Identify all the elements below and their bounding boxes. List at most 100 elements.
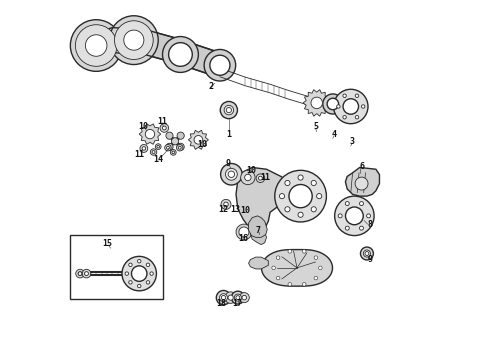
Circle shape: [220, 163, 242, 185]
Polygon shape: [188, 130, 208, 149]
Circle shape: [364, 250, 370, 257]
Circle shape: [272, 266, 275, 270]
Circle shape: [337, 105, 340, 108]
Circle shape: [338, 214, 342, 218]
Circle shape: [236, 224, 252, 240]
Circle shape: [360, 202, 364, 206]
Circle shape: [166, 132, 173, 139]
Circle shape: [172, 151, 174, 154]
Circle shape: [138, 260, 141, 263]
Circle shape: [362, 105, 365, 108]
Circle shape: [77, 27, 115, 64]
Circle shape: [76, 269, 84, 278]
Circle shape: [140, 144, 148, 152]
Circle shape: [239, 293, 249, 303]
Text: 1: 1: [227, 130, 232, 139]
Circle shape: [236, 296, 240, 300]
Circle shape: [75, 25, 117, 66]
Circle shape: [85, 35, 107, 56]
Circle shape: [361, 247, 373, 260]
Circle shape: [256, 174, 265, 183]
Circle shape: [275, 170, 326, 222]
Text: 17: 17: [232, 299, 242, 308]
Polygon shape: [248, 257, 269, 269]
Circle shape: [125, 272, 128, 275]
Circle shape: [169, 42, 192, 66]
Circle shape: [259, 176, 262, 180]
Circle shape: [228, 295, 233, 300]
Circle shape: [129, 281, 132, 284]
Circle shape: [355, 94, 359, 98]
Polygon shape: [303, 90, 330, 116]
Circle shape: [289, 185, 312, 208]
Circle shape: [323, 94, 343, 114]
Circle shape: [239, 227, 249, 237]
Text: 7: 7: [255, 226, 260, 235]
Circle shape: [177, 143, 184, 150]
Circle shape: [160, 124, 169, 132]
Text: 2: 2: [208, 82, 214, 91]
Circle shape: [163, 37, 198, 72]
Circle shape: [124, 30, 144, 50]
Circle shape: [146, 263, 149, 266]
Circle shape: [129, 263, 132, 266]
Circle shape: [150, 149, 157, 155]
Text: 11: 11: [134, 150, 144, 159]
Circle shape: [146, 130, 155, 139]
Circle shape: [334, 89, 368, 124]
Circle shape: [285, 180, 290, 185]
Circle shape: [224, 105, 234, 115]
Circle shape: [224, 202, 228, 207]
Text: 6: 6: [359, 162, 364, 171]
Text: 10: 10: [241, 206, 251, 215]
Text: 10: 10: [138, 122, 148, 131]
Circle shape: [220, 102, 238, 119]
Circle shape: [155, 144, 161, 149]
Circle shape: [142, 147, 146, 150]
Circle shape: [165, 144, 171, 151]
Circle shape: [225, 168, 237, 180]
Text: 16: 16: [239, 234, 248, 243]
Circle shape: [220, 294, 227, 302]
Circle shape: [122, 256, 156, 291]
Circle shape: [71, 20, 122, 71]
Circle shape: [241, 170, 255, 185]
Polygon shape: [248, 216, 267, 237]
Text: 5: 5: [313, 122, 318, 131]
Circle shape: [171, 149, 176, 155]
Circle shape: [157, 145, 160, 148]
Circle shape: [166, 143, 173, 150]
Circle shape: [78, 272, 82, 275]
Circle shape: [345, 202, 349, 206]
Text: 3: 3: [349, 137, 354, 146]
Circle shape: [343, 116, 346, 119]
Circle shape: [178, 146, 181, 149]
Circle shape: [221, 296, 225, 300]
Circle shape: [311, 207, 317, 212]
Text: 14: 14: [153, 155, 163, 164]
Circle shape: [355, 116, 359, 119]
Text: 10: 10: [246, 166, 256, 175]
Circle shape: [152, 150, 155, 153]
Circle shape: [117, 23, 151, 57]
Circle shape: [242, 295, 246, 300]
Polygon shape: [139, 124, 161, 144]
Text: 4: 4: [331, 130, 336, 139]
Circle shape: [221, 199, 231, 210]
Circle shape: [150, 272, 153, 275]
Text: 13: 13: [230, 205, 240, 214]
Polygon shape: [262, 249, 333, 286]
Circle shape: [302, 249, 306, 253]
Circle shape: [276, 276, 280, 280]
Circle shape: [318, 266, 322, 270]
Circle shape: [131, 266, 147, 282]
Circle shape: [285, 207, 290, 212]
Circle shape: [115, 21, 153, 59]
Circle shape: [335, 196, 374, 235]
Circle shape: [288, 249, 292, 253]
Text: 11: 11: [261, 173, 270, 182]
Circle shape: [228, 171, 235, 177]
Circle shape: [314, 276, 318, 280]
Circle shape: [234, 294, 242, 301]
Circle shape: [314, 256, 318, 260]
